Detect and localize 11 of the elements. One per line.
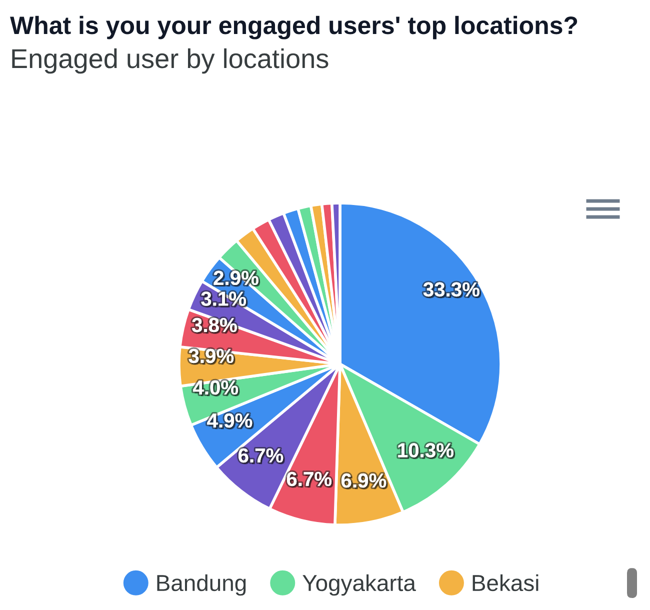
data-label: 6.7% [238, 448, 285, 464]
legend-label: Yogyakarta [302, 574, 416, 596]
data-label: 6.9% [342, 473, 388, 490]
data-label: 6.7% [286, 472, 334, 488]
chart-title: What is you your engaged users' top locations? [10, 16, 578, 40]
legend-label: Bandung [157, 574, 246, 596]
legend-label: Bekasi [472, 574, 538, 592]
data-label: 10.3% [398, 443, 456, 460]
data-label: 4.9% [207, 413, 254, 430]
chart-subtitle: Engaged user by locations [12, 48, 328, 74]
data-label: 33.3% [423, 282, 482, 298]
